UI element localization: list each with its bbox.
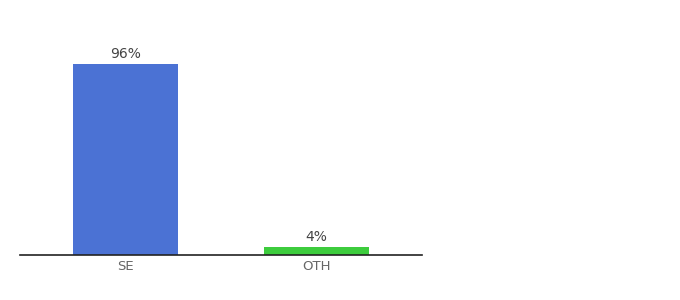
- Text: 4%: 4%: [305, 230, 328, 244]
- Text: 96%: 96%: [110, 47, 141, 61]
- Bar: [264, 247, 369, 255]
- Bar: [73, 64, 178, 255]
